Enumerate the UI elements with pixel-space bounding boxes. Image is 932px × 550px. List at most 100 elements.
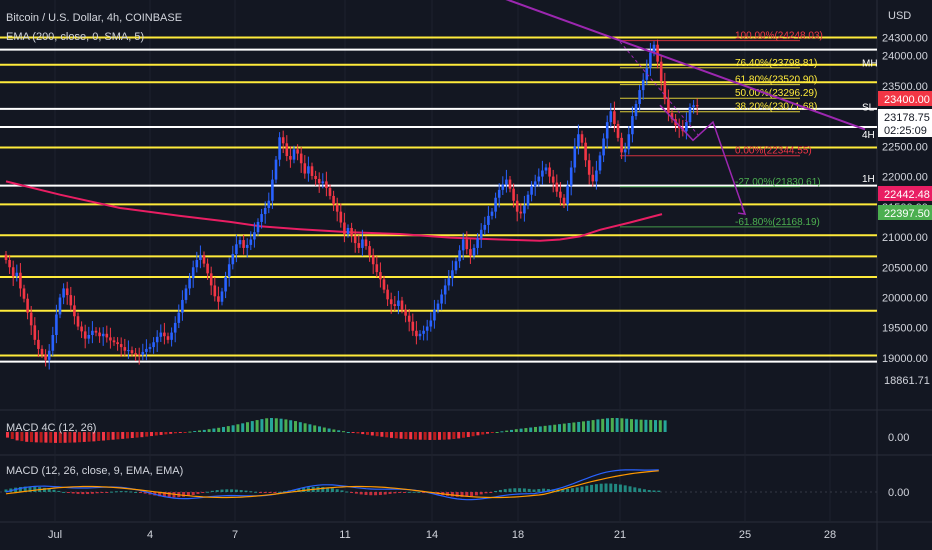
macd4c-bar (284, 419, 288, 432)
time-axis-label: Jul (48, 529, 62, 541)
candle-body (44, 354, 47, 360)
macd-histogram-bar (527, 488, 531, 492)
macd-zero-label: 0.00 (888, 487, 909, 499)
candle-body (159, 332, 163, 337)
macd-histogram-bar (18, 486, 22, 492)
macd-histogram-bar (105, 492, 109, 493)
macd-histogram-bar (134, 491, 138, 493)
candle-body (263, 208, 267, 215)
macd-histogram-bar (580, 486, 584, 492)
fib-level-label: 61.80%(23520.90) (735, 75, 817, 86)
macd-histogram-bar (594, 484, 598, 492)
macd4c-bar (164, 432, 168, 435)
macd-histogram-bar (220, 489, 224, 492)
trendline (619, 41, 701, 138)
macd-histogram-bar (292, 489, 296, 492)
macd4c-bar (534, 426, 537, 432)
candle-body (80, 326, 83, 332)
price-tag (878, 122, 932, 137)
candle-body (123, 347, 127, 351)
macd4c-bar (198, 430, 201, 432)
macd-histogram-bar (335, 489, 339, 492)
macd-histogram-bar (52, 489, 56, 492)
candle-body (299, 153, 303, 164)
macd-histogram-bar (124, 491, 128, 493)
macd4c-bar (102, 432, 105, 441)
macd-histogram-bar (566, 488, 570, 492)
macd-histogram-bar (374, 492, 378, 496)
macd-histogram-bar (230, 489, 234, 492)
macd4c-bar (212, 428, 216, 432)
macd-histogram-bar (129, 491, 133, 493)
macd4c-bar (375, 432, 379, 437)
macd4c-bar (313, 425, 317, 432)
candle-body (382, 279, 386, 290)
macd-histogram-bar (28, 486, 32, 492)
macd-histogram-bar (359, 492, 363, 495)
macd4c-bar (260, 419, 264, 432)
macd-histogram-bar (66, 492, 70, 493)
macd4c-bar (270, 418, 273, 432)
macd4c-bar (567, 423, 571, 432)
candle-body (209, 273, 213, 286)
price-tag-label: 23400.00 (884, 94, 930, 106)
macd4c-bar (500, 431, 504, 433)
macd-histogram-bar (618, 484, 622, 492)
macd4c-bar (294, 421, 297, 432)
candle-body (245, 244, 249, 248)
candle-body (537, 176, 541, 182)
fib-level-label: 38.20%(23071.68) (735, 102, 817, 113)
level-tag-label: 4H (862, 130, 875, 141)
macd4c-bar (30, 432, 33, 443)
macd4c-bar (625, 418, 629, 432)
candle-body (429, 320, 433, 327)
candle-body (418, 333, 422, 337)
level-tag-label: MH (862, 58, 878, 69)
candle-body (51, 335, 55, 351)
time-axis-label: 18 (512, 529, 524, 541)
macd4c-bar (106, 432, 110, 441)
macd4c-bar (486, 432, 489, 434)
candle-body (40, 348, 44, 355)
time-axis-label: 4 (147, 529, 153, 541)
macd4c-bar (174, 432, 177, 434)
candle-body (101, 333, 105, 337)
candle-body (602, 138, 605, 156)
macd-histogram-bar (402, 492, 406, 493)
candle-body (620, 137, 623, 153)
macd4c-bar (418, 432, 422, 440)
candle-body (407, 315, 411, 322)
macd-histogram-bar (201, 492, 205, 493)
price-axis-label: 24300.00 (882, 32, 928, 44)
macd-histogram-bar (321, 487, 325, 492)
macd-histogram-bar (210, 490, 214, 492)
price-axis-label: 22000.00 (882, 172, 928, 184)
price-axis-label: 19500.00 (882, 323, 928, 335)
macd-histogram-bar (503, 489, 507, 492)
candle-body (638, 90, 641, 105)
candle-body (645, 67, 649, 80)
time-axis-label: 11 (339, 529, 350, 541)
candle-body (206, 263, 209, 274)
candle-body (584, 142, 587, 161)
macd4c-bar (97, 432, 101, 441)
candle-body (253, 232, 256, 240)
candle-body (454, 261, 458, 271)
macd4c-bar (615, 418, 619, 432)
candle-body (623, 149, 627, 153)
price-axis-label: 19000.00 (882, 353, 928, 365)
candle-body (343, 222, 346, 235)
macd-histogram-bar (590, 484, 594, 492)
price-tag-label: 02:25:09 (884, 125, 927, 137)
candle-body (688, 107, 692, 123)
macd-histogram-bar (4, 489, 8, 492)
candle-body (515, 200, 519, 212)
macd-histogram-bar (186, 492, 190, 496)
candle-body (22, 288, 26, 299)
macd-histogram-bar (388, 492, 392, 494)
candle-body (4, 254, 8, 261)
macd4c-bar (265, 418, 269, 432)
candle-body (393, 304, 397, 306)
time-axis-label: 25 (739, 529, 751, 541)
